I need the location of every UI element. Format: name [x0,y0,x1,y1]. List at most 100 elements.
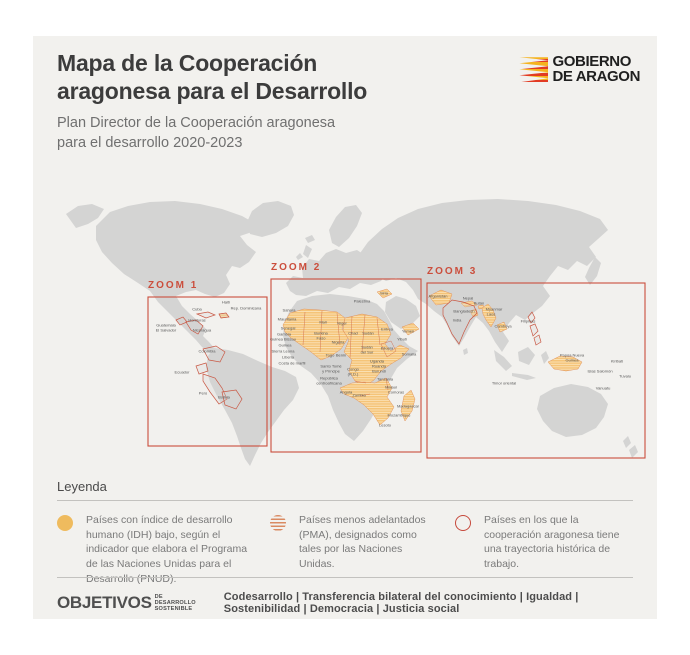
country-label: Ruanda [371,363,387,369]
country-label: Guinea Bissau [269,336,297,342]
country-label: Ecuador [174,369,190,375]
legend-item: Países con índice de desarrollo humano (… [57,513,270,586]
country-label: República centroafricana [316,375,342,385]
country-label: Honduras [188,317,206,323]
country-label: Sudán del Sur [360,344,374,354]
country-label: Kiribati [610,358,624,364]
country-label: Togo [325,352,335,358]
country-label: Guatemala El Salvador [155,322,177,332]
country-label: Cuba [192,306,202,312]
country-label: Sahara [282,307,296,313]
zoom1-label: ZOOM 1 [148,280,199,291]
country-label: Timor oriental [491,380,517,386]
page-title-line1: Mapa de la Cooperación [57,50,318,76]
zoom2-box [270,278,422,453]
country-label: Somalia [401,351,417,357]
page-subtitle-line2: para el desarrollo 2020-2023 [57,134,243,151]
country-label: Afganistán [428,293,448,299]
country-label: Perú [198,390,208,396]
country-label: Eritrea [381,326,393,332]
zoom3-label: ZOOM 3 [427,266,478,277]
country-label: Mozambique [387,412,411,418]
country-label: Zambia [352,392,366,398]
historic-countries [175,299,542,410]
legend-item-text: Países en los que la cooperación aragone… [484,514,620,571]
country-label: Bangladesh [453,308,475,314]
legend-item-text: Países con índice de desarrollo humano (… [86,514,248,585]
country-label: Nepal [462,295,474,301]
zoom2-label: ZOOM 2 [271,262,322,273]
country-label: Gambia [276,331,292,337]
page-subtitle-line1: Plan Director de la Cooperación aragones… [57,115,336,132]
gobierno-aragon-logo: GOBIERNO DE ARAGON [519,54,640,85]
country-label: Myanmar [485,306,503,312]
legend-item: Países menos adelantados (PMA), designad… [270,513,455,586]
footer-keywords: Codesarrollo | Transferencia bilateral d… [223,591,579,615]
legend-item: Países en los que la cooperación aragone… [455,513,633,586]
country-label: Laos [486,311,496,317]
country-label: Níger [337,320,347,326]
country-label: Lesoto [378,422,392,428]
country-label: Senegal [280,325,296,331]
historic-ring-icon [455,515,471,531]
country-label: Yemen [401,328,415,334]
legend: Países con índice de desarrollo humano (… [57,513,633,586]
zoom1-box [147,296,268,447]
country-label: Yibuti [397,336,407,342]
legend-title: Leyenda [57,479,107,494]
country-label: Bolivia [218,394,230,400]
country-label: Congo (R.D.) [347,366,359,376]
country-label: Filipinas [520,318,536,324]
country-label: Bután [473,300,485,306]
country-label: Guinea [278,342,292,348]
sdg-logo-sub-line2: SOSTENIBLE [154,606,193,613]
highlighted-countries [218,288,583,426]
country-label: Palestina [353,298,371,304]
sdg-logo-main: OBJETIVOS [57,593,152,612]
country-label: Islas Salomón [587,368,613,374]
legend-divider-bottom [57,577,633,578]
page-title-line2: aragonesa para el Desarrollo [57,77,368,104]
header: Mapa de la Cooperación aragonesa para el… [57,50,367,153]
country-label: Costa de marfil [278,360,306,366]
country-label: Santo Tomé y Príncipe [320,363,342,373]
country-label: Nicaragua [192,327,212,333]
country-label: Siria [379,290,389,296]
country-label: Benin [335,352,347,358]
country-label: Angola [339,389,353,395]
country-label: Uganda [369,358,385,364]
legend-divider-top [57,500,633,501]
country-label: Comoras [387,389,405,395]
country-label: Tanzania [376,376,394,382]
footer: OBJETIVOS DE DESARROLLO SOSTENIBLE Codes… [57,591,633,615]
country-label: Nigeria [331,339,345,345]
country-label: Mauritania [277,316,297,322]
legend-item-text: Países menos adelantados (PMA), designad… [299,514,426,571]
country-label: Tuvalu [619,373,631,379]
country-label: Etiopía [380,345,394,351]
country-label: Rep. Dominicana [230,305,262,311]
page-subtitle: Plan Director de la Cooperación aragones… [57,114,367,153]
country-label: Haití [221,299,231,305]
country-label: Liberia [281,354,295,360]
country-label: Sudán [362,330,374,336]
country-label: Camboya [494,323,512,329]
country-label: Mali [319,319,327,325]
country-label: India [452,317,462,323]
country-label: Papúa Nueva Guinea [559,352,585,362]
sdg-logo-sub: DE DESARROLLO SOSTENIBLE [155,594,196,612]
country-label: Sierra Leona [271,348,295,354]
gobierno-aragon-logo-text: GOBIERNO DE ARAGON [552,54,640,85]
sdg-logo-sub-line1: DE DESARROLLO [154,593,196,606]
idh-solid-circle-icon [57,515,73,531]
country-label: Burkina Faso [314,330,328,340]
country-label: Colombia [198,348,216,354]
zoom3-box [426,282,646,459]
country-borders [302,310,397,397]
country-label: Malaui [385,384,397,390]
zoom-boxes [147,278,646,459]
logo-line2: DE ARAGON [552,67,640,85]
